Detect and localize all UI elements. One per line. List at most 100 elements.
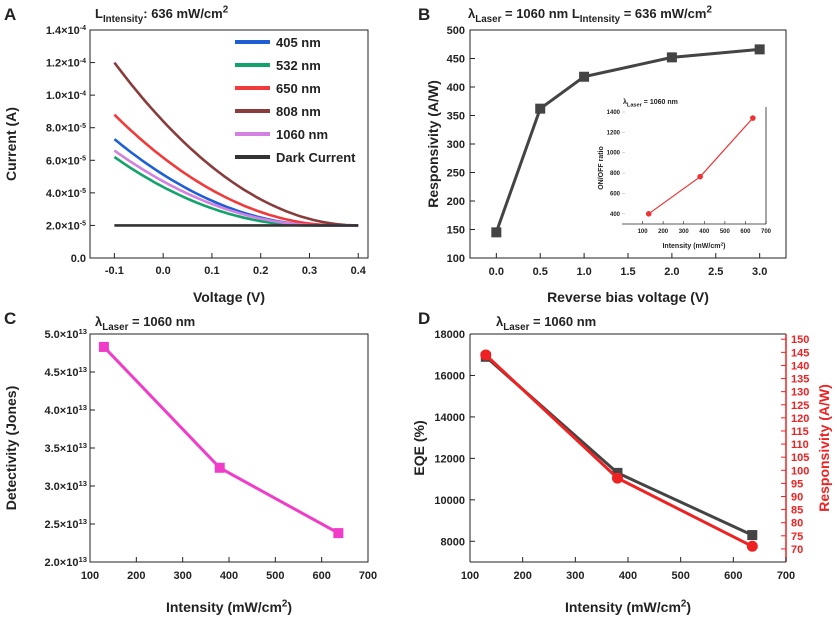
y-tick-label-c: 5.0×1013	[44, 327, 87, 341]
x-axis-label-c-part-0: Intensity (mW/cm	[166, 599, 282, 615]
y2-tick-label-d: 90	[791, 491, 803, 503]
y-tick-label-c-part-0: 4.0×10	[44, 405, 78, 417]
x-tick-label-c: 700	[359, 570, 377, 582]
data-point-c	[214, 462, 225, 473]
data-point-b	[666, 52, 677, 63]
y-tick-label-d: 10000	[434, 495, 465, 507]
x-axis-label-d-part-1: 2	[681, 599, 687, 610]
inset-x-tick-label: 500	[720, 229, 731, 235]
chart-title-c-part-1: Laser	[102, 322, 128, 333]
y-tick-label-d: 12000	[434, 453, 465, 465]
x-tick-label-b: 1.0	[576, 266, 591, 278]
y-tick-label-d: 14000	[434, 412, 465, 424]
data-point-d-1	[611, 472, 623, 484]
inset-y-axis-label: ON/OFF ratio	[598, 146, 605, 190]
y-tick-label-c: 2.5×1013	[44, 517, 87, 531]
chart-title-a-part-1: Intensity	[103, 14, 144, 25]
y-tick-label-a: 2.0×10-5	[46, 220, 86, 232]
inset-x-tick-label: 300	[679, 229, 690, 235]
y-tick-label-a-part-1: -5	[80, 123, 86, 130]
chart-title-b-part-2: = 1060 nm L	[501, 6, 579, 21]
y-tick-label-a-part-0: 1.0×10	[46, 90, 80, 102]
y-tick-label-c-part-1: 13	[78, 555, 87, 564]
y-tick-label-b: 200	[447, 196, 465, 208]
x-tick-label-b: 2.5	[708, 266, 723, 278]
data-point-b	[491, 227, 502, 238]
chart-title-b-part-5: 2	[706, 5, 712, 16]
panel-label-d: D	[418, 309, 430, 328]
y2-tick-label-d: 135	[791, 374, 809, 386]
y-tick-label-c: 2.0×1013	[44, 555, 87, 569]
y-tick-label-c-part-0: 3.0×10	[44, 481, 78, 493]
chart-title-c: λLaser = 1060 nm	[95, 314, 195, 333]
x-tick-label-d: 400	[619, 570, 637, 582]
data-point-b	[579, 71, 590, 82]
y2-tick-label-d: 95	[791, 478, 803, 490]
legend-label-a-0: 405 nm	[276, 35, 321, 50]
x-tick-label-a: -0.1	[105, 265, 124, 277]
y-tick-label-c-part-1: 13	[78, 403, 87, 412]
y-tick-label-c-part-0: 5.0×10	[44, 329, 78, 341]
x-axis-label-a: Voltage (V)	[193, 289, 265, 305]
y2-tick-label-d: 85	[791, 505, 803, 517]
x-tick-label-c: 400	[220, 570, 238, 582]
chart-title-b: λLaser = 1060 nm LIntensity = 636 mW/cm2	[468, 5, 712, 26]
data-point-c	[98, 341, 109, 352]
legend-label-a-2: 650 nm	[276, 81, 321, 96]
y-tick-label-d: 16000	[434, 370, 465, 382]
y-tick-label-c-part-0: 3.5×10	[44, 443, 78, 455]
x-tick-label-b: 0.5	[533, 266, 548, 278]
chart-title-a-part-0: L	[95, 6, 103, 21]
inset-data-point	[645, 211, 652, 217]
y-tick-label-c: 4.0×1013	[44, 403, 87, 417]
y-tick-label-a-part-1: -5	[80, 188, 86, 195]
x-tick-label-d: 600	[724, 570, 742, 582]
y-tick-label-a-part-0: 2.0×10	[46, 220, 80, 232]
chart-title-b-part-3: Intensity	[580, 14, 621, 25]
inset-y-tick-label: 1400	[607, 110, 621, 116]
chart-title-c-part-0: λ	[95, 314, 103, 329]
inset-x-tick-label: 400	[699, 229, 710, 235]
inset-title-part-1: Laser	[627, 102, 643, 108]
x-tick-label-d: 300	[566, 570, 584, 582]
y2-tick-label-d: 110	[791, 439, 809, 451]
data-point-c	[333, 528, 344, 539]
inset-title-part-2: = 1060 nm	[642, 99, 678, 106]
chart-title-d: λLaser = 1060 nm	[496, 314, 596, 333]
y-tick-label-d: 18000	[434, 329, 465, 341]
y-tick-label-c-part-1: 13	[78, 479, 87, 488]
y-tick-label-a-part-0: 0.0	[71, 253, 86, 265]
y-tick-label-a-part-1: -4	[80, 90, 86, 97]
x-tick-label-a: 0.2	[253, 265, 268, 277]
inset-y-tick-label: 1000	[607, 151, 621, 157]
x-tick-label-c: 300	[173, 570, 191, 582]
inset-y-tick-label: 800	[610, 171, 621, 177]
y-tick-label-b: 250	[447, 168, 465, 180]
inset-data-point	[697, 173, 703, 180]
y-axis-label-c: Detectivity (Jones)	[3, 386, 19, 510]
y2-tick-label-d: 115	[791, 426, 809, 438]
y-tick-label-b: 150	[447, 225, 465, 237]
y-tick-label-c-part-1: 13	[78, 327, 87, 336]
chart-title-a-part-2: : 636 mW/cm	[143, 6, 222, 21]
y2-tick-label-d: 150	[791, 334, 809, 346]
x-tick-label-c: 500	[266, 570, 284, 582]
data-point-d-1	[480, 349, 492, 361]
x-axis-label-c-part-2: )	[287, 599, 292, 615]
y-tick-label-a: 1.0×10-4	[46, 90, 86, 102]
y-tick-label-a-part-1: -5	[80, 221, 86, 228]
y2-tick-label-d: 100	[791, 465, 809, 477]
y2-tick-label-d: 130	[791, 387, 809, 399]
y-tick-label-c-part-0: 2.0×10	[44, 557, 78, 569]
y2-tick-label-d: 125	[791, 400, 809, 412]
x-axis-label-c-part-1: 2	[282, 599, 288, 610]
inset-y-tick-label: 600	[610, 191, 621, 197]
y-tick-label-a-part-1: -5	[80, 155, 86, 162]
x-axis-label-d: Intensity (mW/cm2)	[565, 599, 691, 615]
y-tick-label-c-part-0: 4.5×10	[44, 367, 78, 379]
inset-x-tick-label: 700	[761, 229, 772, 235]
inset-x-axis-label-part-2: )	[723, 243, 725, 250]
y-tick-label-a-part-0: 8.0×10	[46, 123, 80, 135]
y2-tick-label-d: 145	[791, 347, 809, 359]
x-axis-label-c: Intensity (mW/cm2)	[166, 599, 292, 615]
